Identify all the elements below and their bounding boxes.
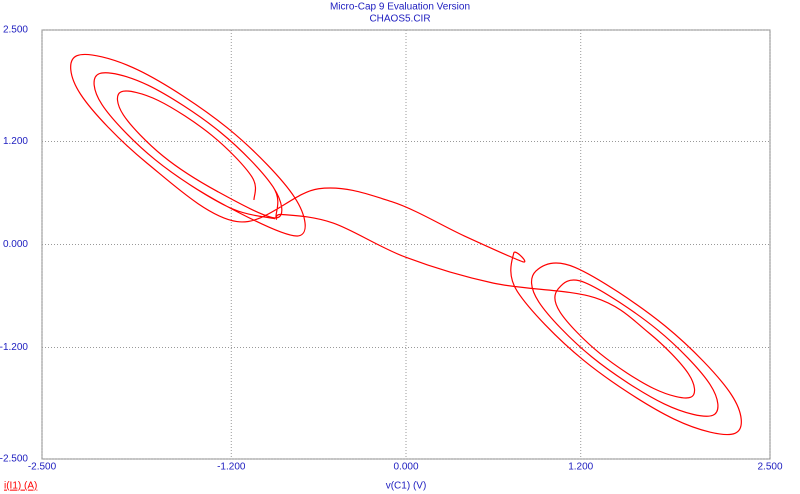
- x-tick-label: 0.000: [393, 462, 418, 473]
- y-tick-label: 0.000: [3, 239, 28, 250]
- y-tick-label: 2.500: [3, 25, 28, 36]
- y-axis-label: i(I1) (A): [4, 481, 37, 492]
- y-tick-label: 1.200: [3, 136, 28, 147]
- x-tick-label: -1.200: [217, 462, 246, 473]
- trajectory: [70, 53, 742, 436]
- x-tick-label: -2.500: [28, 462, 57, 473]
- y-tick-label: -2.500: [0, 454, 28, 465]
- chart-subtitle: CHAOS5.CIR: [369, 14, 430, 25]
- x-tick-label: 1.200: [568, 462, 593, 473]
- x-tick-label: 2.500: [757, 462, 782, 473]
- chart-title: Micro-Cap 9 Evaluation Version: [330, 2, 470, 13]
- x-axis-label: v(C1) (V): [386, 481, 427, 492]
- y-tick-label: -1.200: [0, 342, 28, 353]
